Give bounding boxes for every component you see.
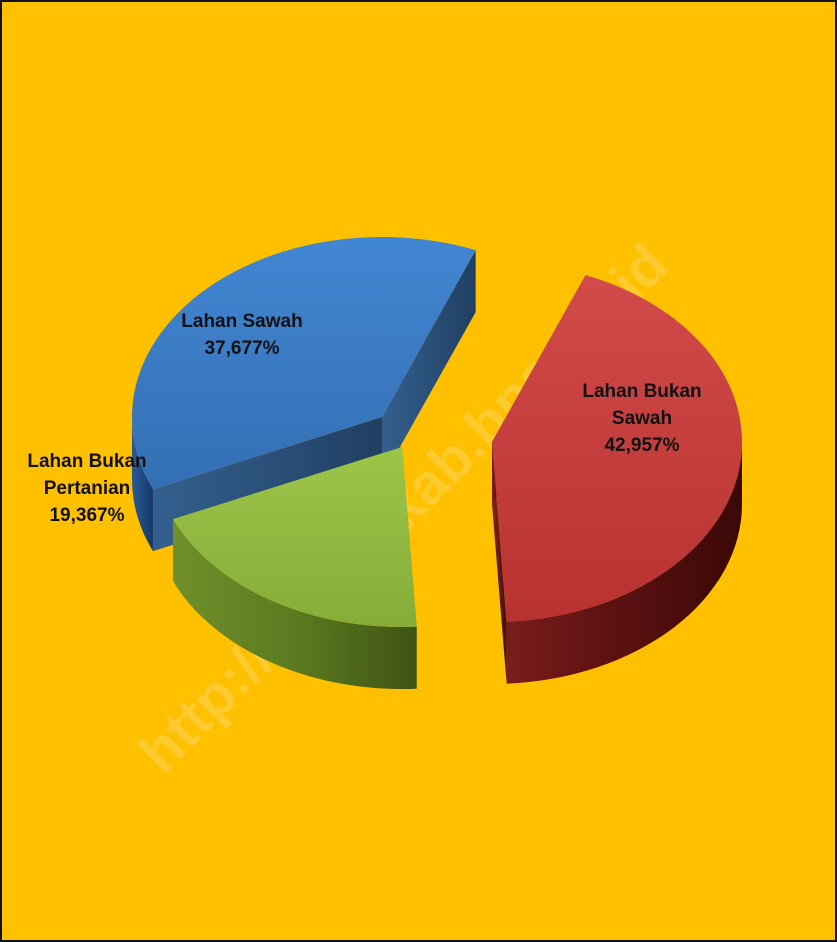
pie-label-2-line-0: Lahan Sawah [181,311,302,332]
pie-slice-0 [492,275,742,684]
pie-label-0: Lahan Bukan Sawah 42,957% [582,381,701,456]
pie-label-2: Lahan Sawah 37,677% [181,311,302,359]
pie-slice-wall-2-1 [382,250,476,479]
pie-label-0-line-1: Sawah [612,408,672,429]
pie-slice-wall-0-1 [492,442,507,684]
pie-label-2-line-1: 37,677% [204,338,279,359]
pie-slice-side-2 [132,417,153,552]
pie-slice-top-2 [132,237,476,490]
pie-label-0-line-0: Lahan Bukan [582,381,701,402]
pie-label-1-line-1: Pertanian [44,478,131,499]
pie-slices [132,237,742,689]
pie-labels: Lahan Bukan Sawah 42,957% Lahan Bukan Pertan… [27,311,701,526]
pie-label-1-line-2: 19,367% [49,505,124,526]
pie-slice-side-0 [506,442,742,684]
pie-slice-top-0 [492,275,742,622]
pie-label-1-line-0: Lahan Bukan [27,451,146,472]
pie-label-0-line-2: 42,957% [604,435,679,456]
pie-label-1: Lahan Bukan Pertanian 19,367% [27,451,146,526]
pie-slice-top-1 [172,447,417,627]
pie-slice-side-1 [172,519,417,689]
pie-slice-1 [172,447,417,689]
